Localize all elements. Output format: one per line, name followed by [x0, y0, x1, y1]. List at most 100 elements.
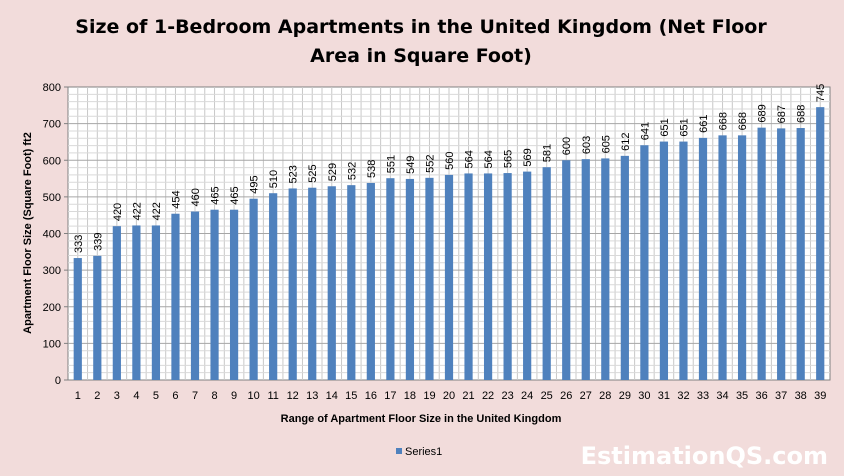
bar-series: [73, 107, 825, 381]
bar: [73, 258, 82, 380]
data-label: 651: [678, 118, 690, 136]
x-tick-label: 37: [775, 390, 787, 402]
bar: [816, 107, 825, 381]
y-axis-title: Apartment Floor Size (Square Foot) ft2: [22, 132, 34, 334]
bar: [581, 159, 590, 380]
x-axis-title: Range of Apartment Floor Size in the Uni…: [281, 413, 562, 425]
watermark-text: EstimationQS.com: [581, 442, 828, 470]
bar: [269, 193, 278, 380]
y-tick-label: 200: [43, 302, 61, 314]
bar: [601, 158, 610, 380]
bar: [483, 173, 493, 380]
data-label: 529: [327, 163, 339, 181]
x-tick-label: 12: [287, 390, 299, 402]
data-label: 525: [307, 164, 319, 182]
bar: [562, 160, 571, 380]
bar: [796, 128, 805, 380]
chart-title-line-1: Size of 1-Bedroom Apartments in the Unit…: [75, 16, 767, 38]
x-tick-label: 32: [677, 390, 689, 402]
x-tick-label: 19: [423, 390, 435, 402]
data-label: 523: [288, 165, 300, 183]
bar: [366, 182, 375, 380]
data-label: 420: [112, 203, 124, 221]
data-label: 641: [639, 122, 651, 140]
bar: [464, 173, 473, 380]
data-label: 538: [366, 160, 378, 178]
y-tick-label: 0: [55, 375, 61, 387]
data-label: 532: [346, 162, 358, 180]
x-tick-label: 1: [75, 390, 81, 402]
data-label: 688: [796, 105, 808, 123]
bar: [718, 135, 727, 380]
x-tick-label: 16: [365, 390, 377, 402]
data-label: 495: [249, 175, 261, 193]
x-tick-label: 31: [658, 390, 670, 402]
x-tick-label: 35: [736, 390, 748, 402]
data-label: 612: [620, 132, 632, 150]
data-label: 465: [229, 186, 241, 204]
data-label: 552: [424, 154, 436, 172]
data-label: 605: [600, 135, 612, 153]
bar: [640, 145, 649, 380]
bar: [777, 128, 786, 380]
x-tick-label: 28: [599, 390, 611, 402]
data-label: 339: [92, 232, 104, 250]
data-label: 581: [542, 144, 554, 162]
data-label: 600: [561, 137, 573, 155]
x-tick-label: 39: [814, 390, 826, 402]
bar: [249, 198, 258, 380]
data-label: 422: [151, 202, 163, 220]
y-tick-label: 500: [43, 192, 61, 204]
data-label: 565: [503, 150, 515, 168]
bar: [679, 141, 688, 380]
data-label: 668: [718, 112, 730, 130]
bar: [151, 225, 161, 380]
y-tick-label: 400: [43, 229, 61, 241]
data-label: 564: [464, 150, 476, 168]
data-label: 460: [190, 188, 202, 206]
x-tick-label: 7: [192, 390, 198, 402]
data-label: 465: [210, 186, 222, 204]
legend-label: Series1: [405, 446, 442, 458]
data-label: 564: [483, 150, 495, 168]
chart-title-line-2: Area in Square Foot): [310, 45, 532, 67]
bar: [327, 186, 336, 380]
data-label: 603: [581, 136, 593, 154]
x-tick-label: 30: [638, 390, 650, 402]
bar: [542, 167, 551, 380]
x-tick-label: 5: [153, 390, 159, 402]
bar: [405, 178, 415, 380]
data-label: 569: [522, 148, 534, 166]
bar: [659, 141, 669, 380]
bar: [503, 173, 512, 380]
x-tick-label: 4: [133, 390, 139, 402]
data-label: 661: [698, 115, 710, 133]
bar: [444, 174, 454, 380]
x-tick-label: 36: [755, 390, 767, 402]
x-tick-label: 2: [94, 390, 100, 402]
data-label: 454: [170, 190, 182, 208]
x-tick-label: 17: [384, 390, 396, 402]
x-tick-label: 8: [211, 390, 217, 402]
bar: [698, 137, 708, 380]
bar: [737, 135, 747, 380]
bar: [347, 185, 356, 380]
x-tick-label: 29: [619, 390, 631, 402]
x-tick-label: 34: [716, 390, 728, 402]
x-tick-label: 18: [404, 390, 416, 402]
x-tick-label: 11: [267, 390, 278, 402]
bar: [210, 209, 219, 380]
x-tick-label: 27: [580, 390, 592, 402]
x-tick-label: 15: [345, 390, 357, 402]
data-label: 560: [444, 152, 456, 170]
x-tick-label: 3: [114, 390, 120, 402]
y-axis-ticks: 0 100 200 300 400 500 600 700 800: [43, 82, 61, 387]
y-tick-label: 300: [43, 265, 61, 277]
bar: [523, 171, 532, 380]
data-label: 333: [73, 235, 85, 253]
bar: [112, 226, 121, 380]
y-tick-label: 700: [43, 119, 61, 131]
x-tick-label: 33: [697, 390, 709, 402]
